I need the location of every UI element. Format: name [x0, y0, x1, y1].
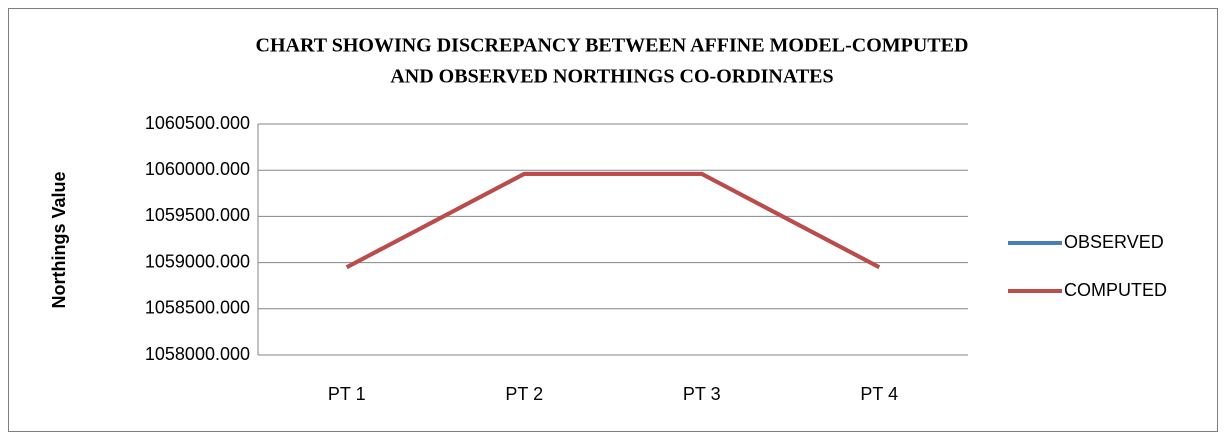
chart-title: AND OBSERVED NORTHINGS CO-ORDINATES: [390, 66, 833, 88]
y-tick-label: 1058500.000: [145, 298, 250, 318]
y-axis-label: Northings Value: [49, 171, 69, 308]
y-tick-label: 1059000.000: [145, 251, 250, 271]
legend-label: COMPUTED: [1064, 280, 1167, 300]
x-tick-label: PT 2: [505, 384, 543, 404]
y-tick-label: 1059500.000: [145, 205, 250, 225]
x-tick-label: PT 4: [860, 384, 898, 404]
y-tick-label: 1058000.000: [145, 344, 250, 364]
y-tick-label: 1060500.000: [145, 113, 250, 133]
chart-title: CHART SHOWING DISCREPANCY BETWEEN AFFINE…: [256, 35, 969, 57]
legend-label: OBSERVED: [1064, 232, 1164, 252]
y-tick-label: 1060000.000: [145, 159, 250, 179]
chart-border: [8, 8, 1218, 432]
x-tick-label: PT 1: [328, 384, 366, 404]
series-line: [345, 171, 881, 269]
x-tick-label: PT 3: [683, 384, 721, 404]
